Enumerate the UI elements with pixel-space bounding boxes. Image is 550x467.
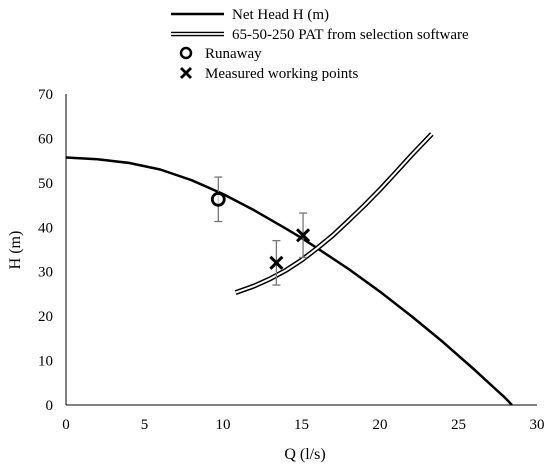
pat-curve-inner bbox=[235, 133, 433, 294]
axes: 0 5 10 15 20 25 30 0 10 20 30 40 50 60 70 bbox=[38, 87, 545, 433]
pat-curve-outline bbox=[234, 132, 434, 295]
y-tick-label: 0 bbox=[46, 398, 54, 414]
y-axis-label: H (m) bbox=[7, 231, 24, 270]
legend: Net Head H (m) 65-50-250 PAT from select… bbox=[171, 7, 469, 82]
legend-label-net-head: Net Head H (m) bbox=[232, 7, 329, 23]
measured-point bbox=[296, 228, 311, 243]
y-tick-label: 10 bbox=[38, 354, 53, 370]
x-tick-label: 5 bbox=[141, 417, 149, 433]
x-tick-label: 30 bbox=[530, 417, 545, 433]
y-tick-label: 60 bbox=[38, 131, 53, 147]
net-head-curve bbox=[65, 156, 513, 406]
x-tick-label: 20 bbox=[373, 417, 388, 433]
x-tick-label: 0 bbox=[62, 417, 70, 433]
y-tick-label: 50 bbox=[38, 176, 53, 192]
runaway-point bbox=[210, 191, 226, 207]
legend-marker-runaway bbox=[179, 46, 193, 60]
y-tick-label: 70 bbox=[38, 87, 53, 103]
legend-label-pat: 65-50-250 PAT from selection software bbox=[232, 27, 469, 43]
legend-label-measured: Measured working points bbox=[205, 66, 358, 82]
y-tick-label: 30 bbox=[38, 265, 53, 281]
legend-marker-measured bbox=[180, 67, 192, 79]
x-axis-label: Q (l/s) bbox=[284, 446, 325, 463]
measured-point bbox=[269, 255, 284, 270]
y-tick-label: 20 bbox=[38, 309, 53, 325]
plot-area bbox=[65, 132, 513, 406]
x-tick-label: 25 bbox=[451, 417, 466, 433]
x-tick-label: 10 bbox=[216, 417, 231, 433]
legend-label-runaway: Runaway bbox=[205, 46, 262, 62]
y-tick-label: 40 bbox=[38, 220, 53, 236]
x-tick-label: 15 bbox=[294, 417, 309, 433]
